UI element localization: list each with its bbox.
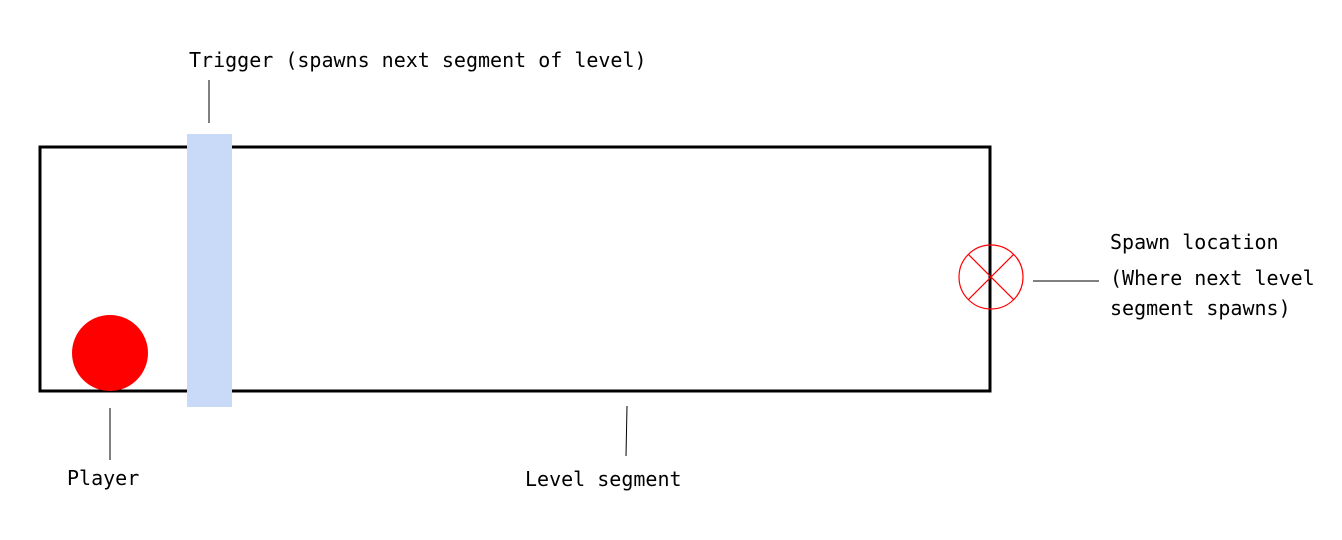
- spawn-location-marker: [958, 244, 1024, 310]
- trigger-zone: [187, 134, 232, 407]
- level-segment-leader-line: [625, 405, 628, 457]
- spawn-location-label: Spawn location: [1110, 230, 1279, 254]
- level-segment-label: Level segment: [525, 467, 682, 491]
- level-segment-box: [38, 145, 992, 393]
- spawn-note-line2: segment spawns): [1110, 296, 1291, 320]
- spawn-note-line1: (Where next level: [1110, 266, 1315, 290]
- trigger-label: Trigger (spawns next segment of level): [189, 48, 647, 72]
- player-circle: [72, 315, 148, 391]
- player-label: Player: [67, 466, 139, 490]
